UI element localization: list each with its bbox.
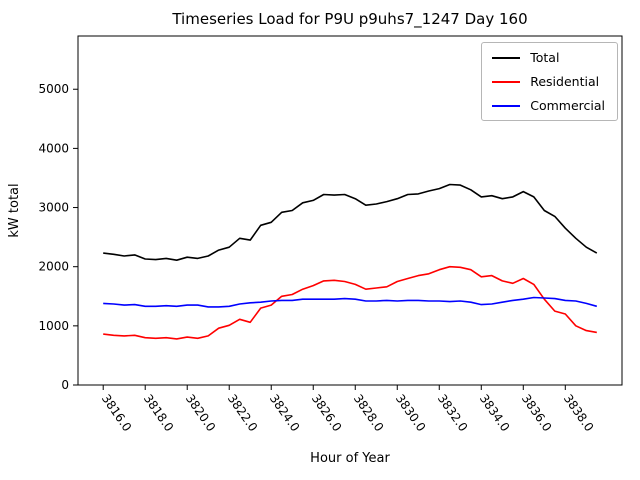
x-axis-label: Hour of Year	[310, 451, 390, 466]
x-tick-label: 3838.0	[561, 392, 597, 434]
series-total-line	[103, 183, 598, 262]
x-tick-label: 3830.0	[393, 392, 429, 434]
legend-entry-residential: Residential	[492, 74, 605, 89]
legend-swatch-total	[492, 56, 521, 59]
x-tick-label: 3832.0	[435, 392, 471, 434]
chart-title: Timeseries Load for P9U p9uhs7_1247 Day …	[172, 10, 528, 28]
y-tick-label: 4000	[38, 141, 69, 155]
x-tick-label: 3822.0	[225, 392, 261, 434]
y-tick-label: 3000	[38, 201, 69, 215]
y-axis-label: kW total	[7, 183, 22, 237]
legend-entry-total: Total	[492, 50, 605, 65]
x-tick-label: 3836.0	[519, 392, 555, 434]
x-tick-label: 3828.0	[351, 392, 387, 434]
axes-frame	[77, 35, 623, 386]
y-tick-label: 5000	[38, 82, 69, 96]
x-tick-label: 3834.0	[477, 392, 513, 434]
legend: Total Residential Commercial	[481, 42, 618, 121]
legend-label: Total	[530, 50, 560, 65]
legend-swatch-commercial	[492, 104, 521, 107]
x-tick-label: 3818.0	[141, 392, 177, 434]
x-tick-label: 3820.0	[183, 392, 219, 434]
legend-swatch-residential	[492, 80, 521, 83]
legend-label: Commercial	[530, 98, 605, 113]
y-tick-label: 1000	[38, 319, 69, 333]
series-commercial-line	[103, 296, 598, 308]
series-residential-line	[103, 265, 597, 340]
x-tick-label: 3816.0	[99, 392, 135, 434]
legend-entry-commercial: Commercial	[492, 98, 605, 113]
y-tick-label: 0	[61, 378, 69, 392]
x-tick-label: 3824.0	[267, 392, 303, 434]
y-tick-label: 2000	[38, 260, 69, 274]
x-tick-label: 3826.0	[309, 392, 345, 434]
legend-label: Residential	[530, 74, 600, 89]
